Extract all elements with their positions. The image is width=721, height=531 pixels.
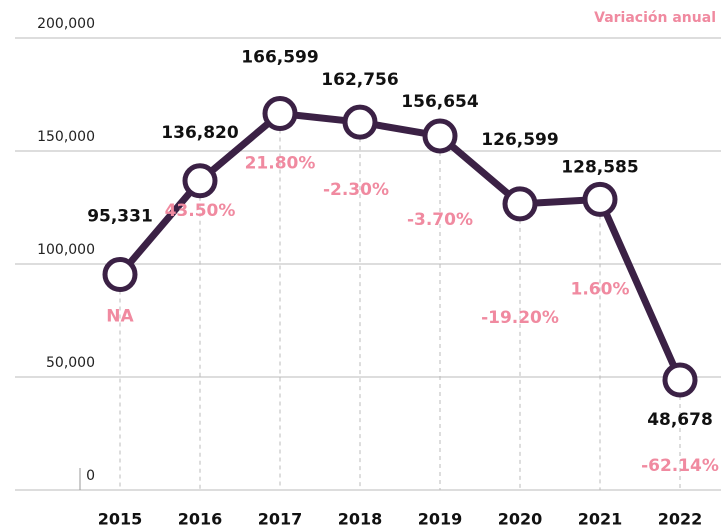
annotation: 1.60% (571, 279, 630, 299)
x-tick-label: 2015 (98, 510, 143, 529)
point (182, 163, 218, 199)
y-tick-label: 150,000 (37, 129, 95, 145)
annotation: -62.14% (641, 456, 719, 476)
y-tick-label: 100,000 (37, 242, 95, 258)
x-tick-label: 2017 (258, 510, 303, 529)
data-label: 128,585 (561, 157, 638, 177)
x-tick-label: 2018 (338, 510, 383, 529)
point (422, 118, 458, 154)
point (582, 181, 618, 217)
point (262, 95, 298, 131)
x-tick-label: 2016 (178, 510, 223, 529)
data-label: 136,820 (161, 123, 239, 143)
data-label: 156,654 (401, 92, 479, 112)
y-tick-label: 200,000 (37, 16, 95, 32)
x-tick-label: 2022 (658, 510, 703, 529)
y-tick-label: 0 (86, 468, 95, 484)
data-label: 48,678 (647, 410, 713, 430)
point (502, 186, 538, 222)
x-tick-label: 2020 (498, 510, 543, 529)
annotation: NA (106, 307, 134, 327)
y-tick-label: 50,000 (46, 355, 95, 371)
x-tick-label: 2019 (418, 510, 463, 529)
line (117, 109, 684, 382)
x-tick-label: 2021 (578, 510, 623, 529)
annotation: 43.50% (165, 201, 236, 221)
data-label: 126,599 (481, 130, 558, 150)
point (662, 362, 698, 398)
annotation: -3.70% (407, 210, 473, 230)
annotation: 21.80% (245, 153, 316, 173)
point (342, 104, 378, 140)
data-label: 162,756 (321, 70, 398, 90)
data-label: 95,331 (87, 207, 153, 227)
data-label: 166,599 (241, 47, 318, 67)
annotation: -19.20% (481, 308, 559, 328)
point (102, 257, 138, 293)
annotation: -2.30% (323, 180, 389, 200)
legend-title: Variación anual (594, 10, 716, 26)
